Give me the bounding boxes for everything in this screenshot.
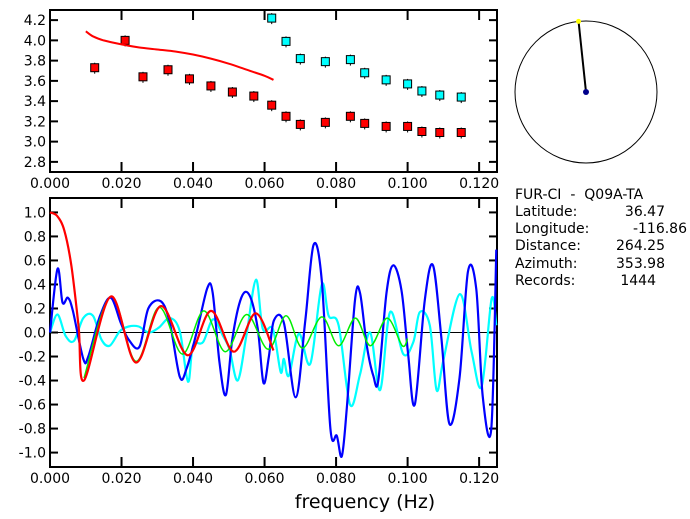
point-red-points bbox=[120, 35, 130, 45]
point-cyan-points bbox=[345, 55, 355, 65]
station-title: FUR-CI - Q09A-TA bbox=[515, 187, 644, 203]
y-tick-label: 4.2 bbox=[24, 13, 46, 29]
info-value: 264.25 bbox=[616, 238, 665, 254]
point-red-points bbox=[403, 121, 413, 131]
point-red-points bbox=[295, 119, 305, 129]
point-cyan-points bbox=[295, 54, 305, 64]
point-cyan-points bbox=[403, 79, 413, 89]
info-label: Latitude: bbox=[515, 204, 578, 220]
x-tick-label: 0.060 bbox=[245, 176, 285, 192]
info-row-azimuth: Azimuth: 353.98 bbox=[515, 256, 665, 273]
series-red bbox=[49, 211, 275, 382]
azimuth-needle bbox=[577, 21, 587, 93]
series-blue bbox=[48, 242, 498, 458]
point-red-points bbox=[206, 81, 216, 91]
point-red-points bbox=[456, 128, 466, 138]
point-red-points bbox=[163, 65, 173, 75]
y-tick-label: 0.0 bbox=[24, 326, 46, 342]
point-cyan-points bbox=[456, 92, 466, 102]
source-marker bbox=[583, 89, 589, 95]
y-tick-label: 2.8 bbox=[24, 155, 46, 171]
x-tick-label: 0.040 bbox=[173, 176, 213, 192]
point-red-points bbox=[435, 128, 445, 138]
info-label: Azimuth: bbox=[515, 256, 578, 272]
y-tick-label: 3.8 bbox=[24, 54, 46, 70]
y-tick-label: -1.0 bbox=[19, 446, 46, 462]
y-tick-label: 1.0 bbox=[24, 205, 46, 221]
point-cyan-points bbox=[381, 75, 391, 85]
y-tick-label: 4.0 bbox=[24, 33, 46, 49]
panel-top: 0.000 0.020 0.040 0.060 0.080 0.100 0.120 2.8 3.… bbox=[24, 9, 499, 192]
panel-bottom: 0.000 0.020 0.040 0.060 0.080 0.100 0.120 -1.0 -… bbox=[19, 197, 499, 487]
info-row-latitude: Latitude: 36.47 bbox=[515, 204, 665, 221]
curve-red-curve bbox=[85, 30, 274, 81]
point-red-points bbox=[417, 127, 427, 136]
x-tick-label: 0.060 bbox=[245, 471, 285, 487]
info-row-distance: Distance: 264.25 bbox=[515, 238, 665, 255]
point-red-points bbox=[381, 121, 391, 131]
y-tick-label: 3.2 bbox=[24, 114, 46, 130]
x-tick-label: 0.080 bbox=[316, 176, 356, 192]
point-red-points bbox=[90, 63, 100, 73]
info-label: Longitude: bbox=[515, 221, 590, 237]
point-red-points bbox=[360, 118, 370, 128]
plot-frame bbox=[49, 9, 498, 173]
x-tick-label: 0.100 bbox=[388, 471, 428, 487]
y-tick-label: 0.4 bbox=[24, 277, 46, 293]
point-red-points bbox=[281, 111, 291, 121]
y-tick-label: -0.6 bbox=[19, 398, 46, 414]
info-value: 1444 bbox=[620, 273, 656, 289]
y-tick-label: 3.4 bbox=[24, 94, 46, 110]
y-tick-label: 3.6 bbox=[24, 74, 46, 90]
y-tick-label: 3.0 bbox=[24, 135, 46, 151]
point-red-points bbox=[345, 111, 355, 121]
y-tick-label: 0.2 bbox=[24, 301, 46, 317]
point-cyan-points bbox=[267, 13, 277, 23]
point-cyan-points bbox=[417, 86, 427, 96]
x-tick-label: 0.000 bbox=[30, 471, 70, 487]
info-label: Records: bbox=[515, 273, 576, 289]
point-cyan-points bbox=[360, 68, 370, 78]
point-cyan-points bbox=[320, 57, 330, 67]
info-value: 353.98 bbox=[616, 256, 665, 272]
x-tick-label: 0.120 bbox=[459, 471, 499, 487]
point-red-points bbox=[138, 72, 148, 82]
x-tick-label: 0.020 bbox=[101, 471, 141, 487]
x-axis-label-container: frequency (Hz) bbox=[0, 490, 690, 514]
x-tick-label: 0.080 bbox=[316, 471, 356, 487]
x-tick-label: 0.020 bbox=[101, 176, 141, 192]
point-red-points bbox=[320, 117, 330, 127]
point-red-points bbox=[267, 100, 277, 110]
info-value: 36.47 bbox=[624, 204, 665, 220]
azimuth-circle bbox=[514, 20, 658, 164]
point-cyan-points bbox=[435, 90, 445, 100]
x-tick-label: 0.120 bbox=[459, 176, 499, 192]
y-tick-label: -0.4 bbox=[19, 374, 46, 390]
point-red-points bbox=[227, 87, 237, 97]
y-tick-label: -0.8 bbox=[19, 422, 46, 438]
info-row-longitude: Longitude: -116.86 bbox=[515, 221, 687, 238]
station-marker bbox=[576, 18, 582, 24]
info-row-records: Records: 1444 bbox=[515, 273, 656, 290]
y-tick-label: 0.8 bbox=[24, 229, 46, 245]
x-tick-label: 0.000 bbox=[30, 176, 70, 192]
y-tick-label: -0.2 bbox=[19, 350, 46, 366]
x-tick-label: 0.040 bbox=[173, 471, 213, 487]
point-red-points bbox=[184, 74, 194, 84]
info-label: Distance: bbox=[515, 238, 581, 254]
point-cyan-points bbox=[281, 36, 291, 46]
info-value: -116.86 bbox=[632, 221, 687, 237]
y-tick-label: 0.6 bbox=[24, 253, 46, 269]
x-tick-label: 0.100 bbox=[388, 176, 428, 192]
point-red-points bbox=[249, 91, 259, 101]
x-axis-label: frequency (Hz) bbox=[294, 491, 436, 513]
